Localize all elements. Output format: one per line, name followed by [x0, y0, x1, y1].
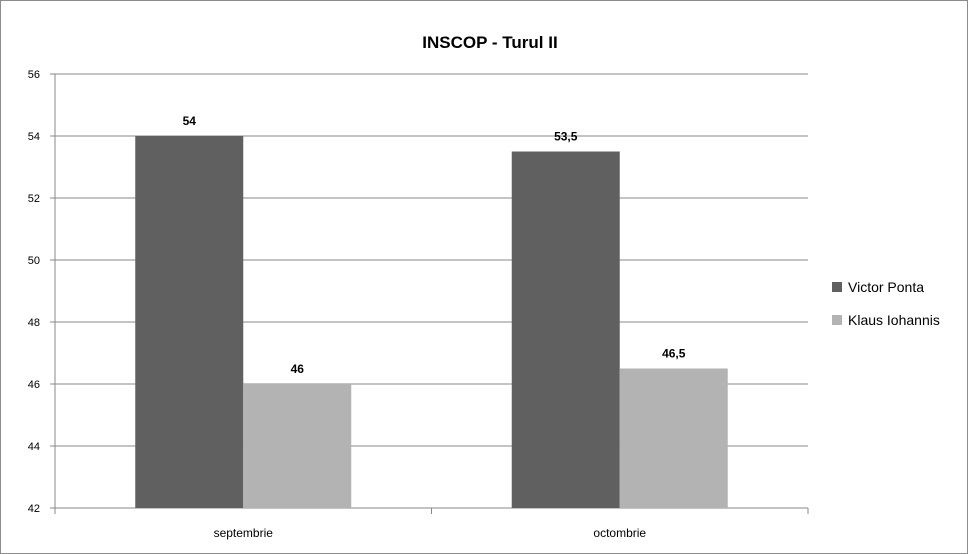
legend: Victor Ponta Klaus Iohannis [832, 279, 940, 328]
y-tick-label: 42 [28, 503, 40, 515]
legend-swatch-2 [832, 315, 842, 325]
x-tick-label-septembrie: septembrie [214, 526, 274, 540]
data-labels: 54 46 53,5 46,5 [183, 114, 686, 376]
y-tick-label: 48 [28, 317, 40, 329]
data-label: 46,5 [662, 347, 686, 361]
chart-title: INSCOP - Turul II [422, 33, 557, 52]
bar-klaus-iohannis-octombrie [619, 368, 728, 508]
data-label: 46 [291, 362, 305, 376]
y-tick-label: 54 [28, 131, 40, 143]
bar-victor-ponta-octombrie [511, 151, 620, 508]
axes: 42 44 46 48 50 52 54 56 septembrie octombrie [28, 69, 809, 540]
legend-swatch-1 [832, 282, 842, 292]
bars [135, 136, 728, 508]
y-tick-label: 44 [28, 441, 40, 453]
y-tick-label: 52 [28, 193, 40, 205]
y-tick-label: 46 [28, 379, 40, 391]
y-tick-label: 50 [28, 255, 40, 267]
bar-victor-ponta-septembrie [135, 136, 244, 508]
data-label: 53,5 [554, 130, 578, 144]
legend-label-2: Klaus Iohannis [848, 312, 940, 328]
bar-klaus-iohannis-septembrie [243, 384, 352, 508]
legend-label-1: Victor Ponta [848, 279, 924, 295]
x-tick-label-octombrie: octombrie [593, 526, 646, 540]
y-tick-label: 56 [28, 69, 40, 81]
data-label: 54 [183, 114, 197, 128]
